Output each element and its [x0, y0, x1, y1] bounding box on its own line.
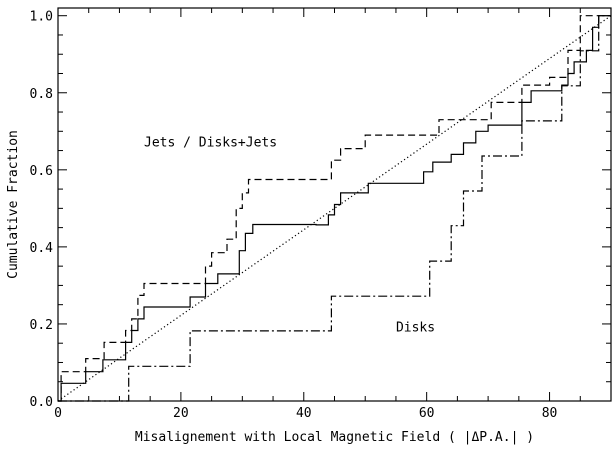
y-tick-label: 0.4	[30, 241, 54, 256]
x-tick-label: 40	[296, 406, 312, 421]
series-solid-line	[58, 15, 611, 402]
axes-layer: 0 20 40 60 80 0.0 0.2 0.4 0.6 0.8 1.0	[30, 7, 612, 421]
series-layer	[57, 15, 612, 402]
x-tick-label: 0	[54, 406, 62, 421]
series-dashed-line	[58, 15, 611, 402]
x-tick-label: 60	[419, 406, 435, 421]
x-axis-label: Misalignement with Local Magnetic Field …	[135, 430, 534, 445]
y-tick-label: 0.0	[30, 395, 53, 410]
annotation-disks: Disks	[396, 321, 435, 336]
y-tick-label: 1.0	[30, 10, 53, 25]
annotation-jets: Jets / Disks+Jets	[144, 136, 277, 151]
x-tick-label: 20	[173, 406, 189, 421]
series-dash-dot-line	[58, 15, 611, 402]
y-tick-label: 0.2	[30, 318, 53, 333]
y-tick-label: 0.6	[30, 164, 53, 179]
x-tick-label: 80	[542, 406, 558, 421]
y-axis-label: Cumulative Fraction	[6, 130, 21, 279]
y-tick-label: 0.8	[30, 87, 53, 102]
